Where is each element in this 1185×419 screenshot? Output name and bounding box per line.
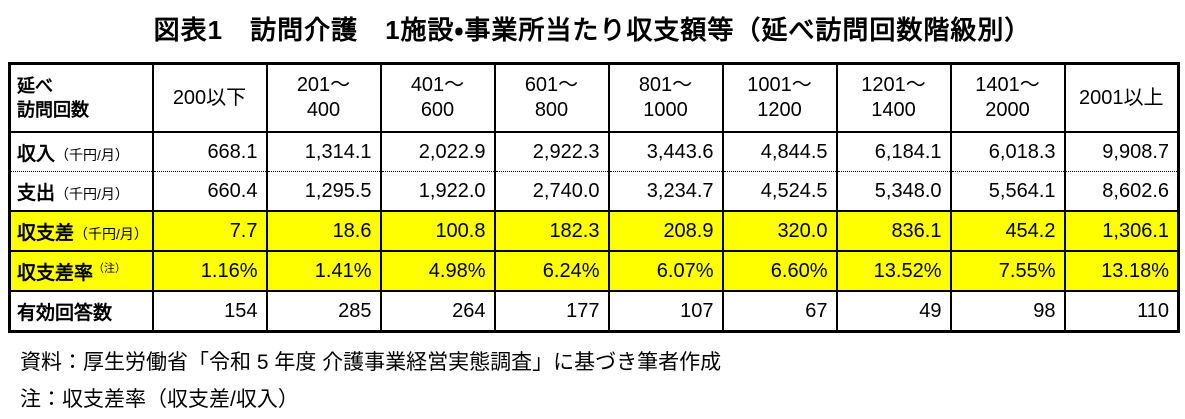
balance-ratio-value-cell: 1.41%: [265, 250, 382, 292]
valid-responses-value-cell: 177: [493, 290, 610, 333]
column-header: 200以下: [151, 62, 268, 133]
statistics-table: 延べ 訪問回数 200以下 201～ 400 401～ 600 601～ 800…: [8, 62, 1180, 333]
corner-header-visit-count: 延べ 訪問回数: [8, 62, 154, 133]
row-label-income: 収入（千円/月）: [8, 131, 154, 172]
column-header: 1001～ 1200: [721, 62, 838, 133]
income-value-cell: 3,443.6: [607, 131, 724, 172]
footer-notes: 資料：厚生労働省「令和 5 年度 介護事業経営実態調査」に基づき筆者作成 注：収…: [20, 345, 1185, 419]
column-header: 1201～ 1400: [835, 62, 952, 133]
row-balance: 収支差（千円/月） 7.7 18.6 100.8 182.3 208.9 320…: [8, 210, 1180, 252]
balance-value-cell: 836.1: [835, 210, 952, 252]
income-value-cell: 2,022.9: [379, 131, 496, 172]
valid-responses-value-cell: 264: [379, 290, 496, 333]
balance-value-cell: 208.9: [607, 210, 724, 252]
valid-responses-value-cell: 49: [835, 290, 952, 333]
expense-value-cell: 1,922.0: [379, 171, 496, 212]
income-value-cell: 1,314.1: [265, 131, 382, 172]
expense-value-cell: 2,740.0: [493, 171, 610, 212]
source-note: 資料：厚生労働省「令和 5 年度 介護事業経営実態調査」に基づき筆者作成: [20, 351, 722, 374]
valid-responses-value-cell: 98: [949, 290, 1066, 333]
balance-value-cell: 454.2: [949, 210, 1066, 252]
income-value-cell: 668.1: [151, 131, 268, 172]
expense-value-cell: 1,295.5: [265, 171, 382, 212]
row-valid-responses: 有効回答数 154 285 264 177 107 67 49 98 110: [8, 290, 1180, 333]
income-value-cell: 2,922.3: [493, 131, 610, 172]
balance-value-cell: 100.8: [379, 210, 496, 252]
row-label-text: 収支差率: [17, 262, 94, 284]
row-unit-text: （千円/月）: [74, 225, 148, 242]
expense-value-cell: 5,348.0: [835, 171, 952, 212]
balance-value-cell: 182.3: [493, 210, 610, 252]
column-header: 201～ 400: [265, 62, 382, 133]
income-value-cell: 6,018.3: [949, 131, 1066, 172]
expense-value-cell: 5,564.1: [949, 171, 1066, 212]
balance-value-cell: 1,306.1: [1063, 210, 1180, 252]
row-label-text: 収支差: [17, 222, 75, 244]
balance-value-cell: 18.6: [265, 210, 382, 252]
note-superscript: （注）: [93, 262, 127, 275]
table-header-row: 延べ 訪問回数 200以下 201～ 400 401～ 600 601～ 800…: [8, 62, 1180, 133]
balance-ratio-value-cell: 6.60%: [721, 250, 838, 292]
balance-ratio-value-cell: 1.16%: [151, 250, 268, 292]
balance-value-cell: 7.7: [151, 210, 268, 252]
column-header: 401～ 600: [379, 62, 496, 133]
row-label-balance: 収支差（千円/月）: [8, 210, 154, 252]
valid-responses-value-cell: 154: [151, 290, 268, 333]
column-header: 1401～ 2000: [949, 62, 1066, 133]
column-header: 2001以上: [1063, 62, 1180, 133]
row-label-text: 収入: [17, 143, 56, 165]
row-unit-text: （千円/月）: [55, 185, 129, 202]
valid-responses-value-cell: 67: [721, 290, 838, 333]
row-label-text: 支出: [17, 182, 56, 204]
row-label-expense: 支出（千円/月）: [8, 171, 154, 212]
expense-value-cell: 3,234.7: [607, 171, 724, 212]
column-header: 801～ 1000: [607, 62, 724, 133]
valid-responses-value-cell: 110: [1063, 290, 1180, 333]
balance-ratio-value-cell: 13.52%: [835, 250, 952, 292]
row-expense: 支出（千円/月） 660.4 1,295.5 1,922.0 2,740.0 3…: [8, 171, 1180, 212]
income-value-cell: 6,184.1: [835, 131, 952, 172]
balance-ratio-value-cell: 4.98%: [379, 250, 496, 292]
expense-value-cell: 8,602.6: [1063, 171, 1180, 212]
definition-note: 注：収支差率（収支差/収入）: [20, 387, 299, 411]
income-value-cell: 4,844.5: [721, 131, 838, 172]
row-unit-text: （千円/月）: [55, 146, 129, 163]
balance-ratio-value-cell: 6.07%: [607, 250, 724, 292]
row-label-text: 有効回答数: [17, 302, 113, 324]
income-value-cell: 9,908.7: [1063, 131, 1180, 172]
expense-value-cell: 660.4: [151, 171, 268, 212]
expense-value-cell: 4,524.5: [721, 171, 838, 212]
column-header: 601～ 800: [493, 62, 610, 133]
figure-title: 図表1 訪問介護 1施設・事業所当たり収支額等（延べ訪問回数階級別）: [153, 15, 1032, 45]
balance-ratio-value-cell: 13.18%: [1063, 250, 1180, 292]
valid-responses-value-cell: 107: [607, 290, 724, 333]
balance-ratio-value-cell: 6.24%: [493, 250, 610, 292]
row-income: 収入（千円/月） 668.1 1,314.1 2,022.9 2,922.3 3…: [8, 131, 1180, 172]
valid-responses-value-cell: 285: [265, 290, 382, 333]
balance-ratio-value-cell: 7.55%: [949, 250, 1066, 292]
row-balance-ratio: 収支差率（注） 1.16% 1.41% 4.98% 6.24% 6.07% 6.…: [8, 250, 1180, 292]
row-label-valid-responses: 有効回答数: [8, 290, 154, 333]
row-label-balance-ratio: 収支差率（注）: [8, 250, 154, 292]
balance-value-cell: 320.0: [721, 210, 838, 252]
